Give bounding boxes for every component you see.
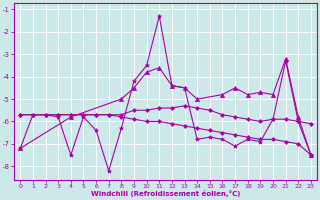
X-axis label: Windchill (Refroidissement éolien,°C): Windchill (Refroidissement éolien,°C) [91, 190, 240, 197]
